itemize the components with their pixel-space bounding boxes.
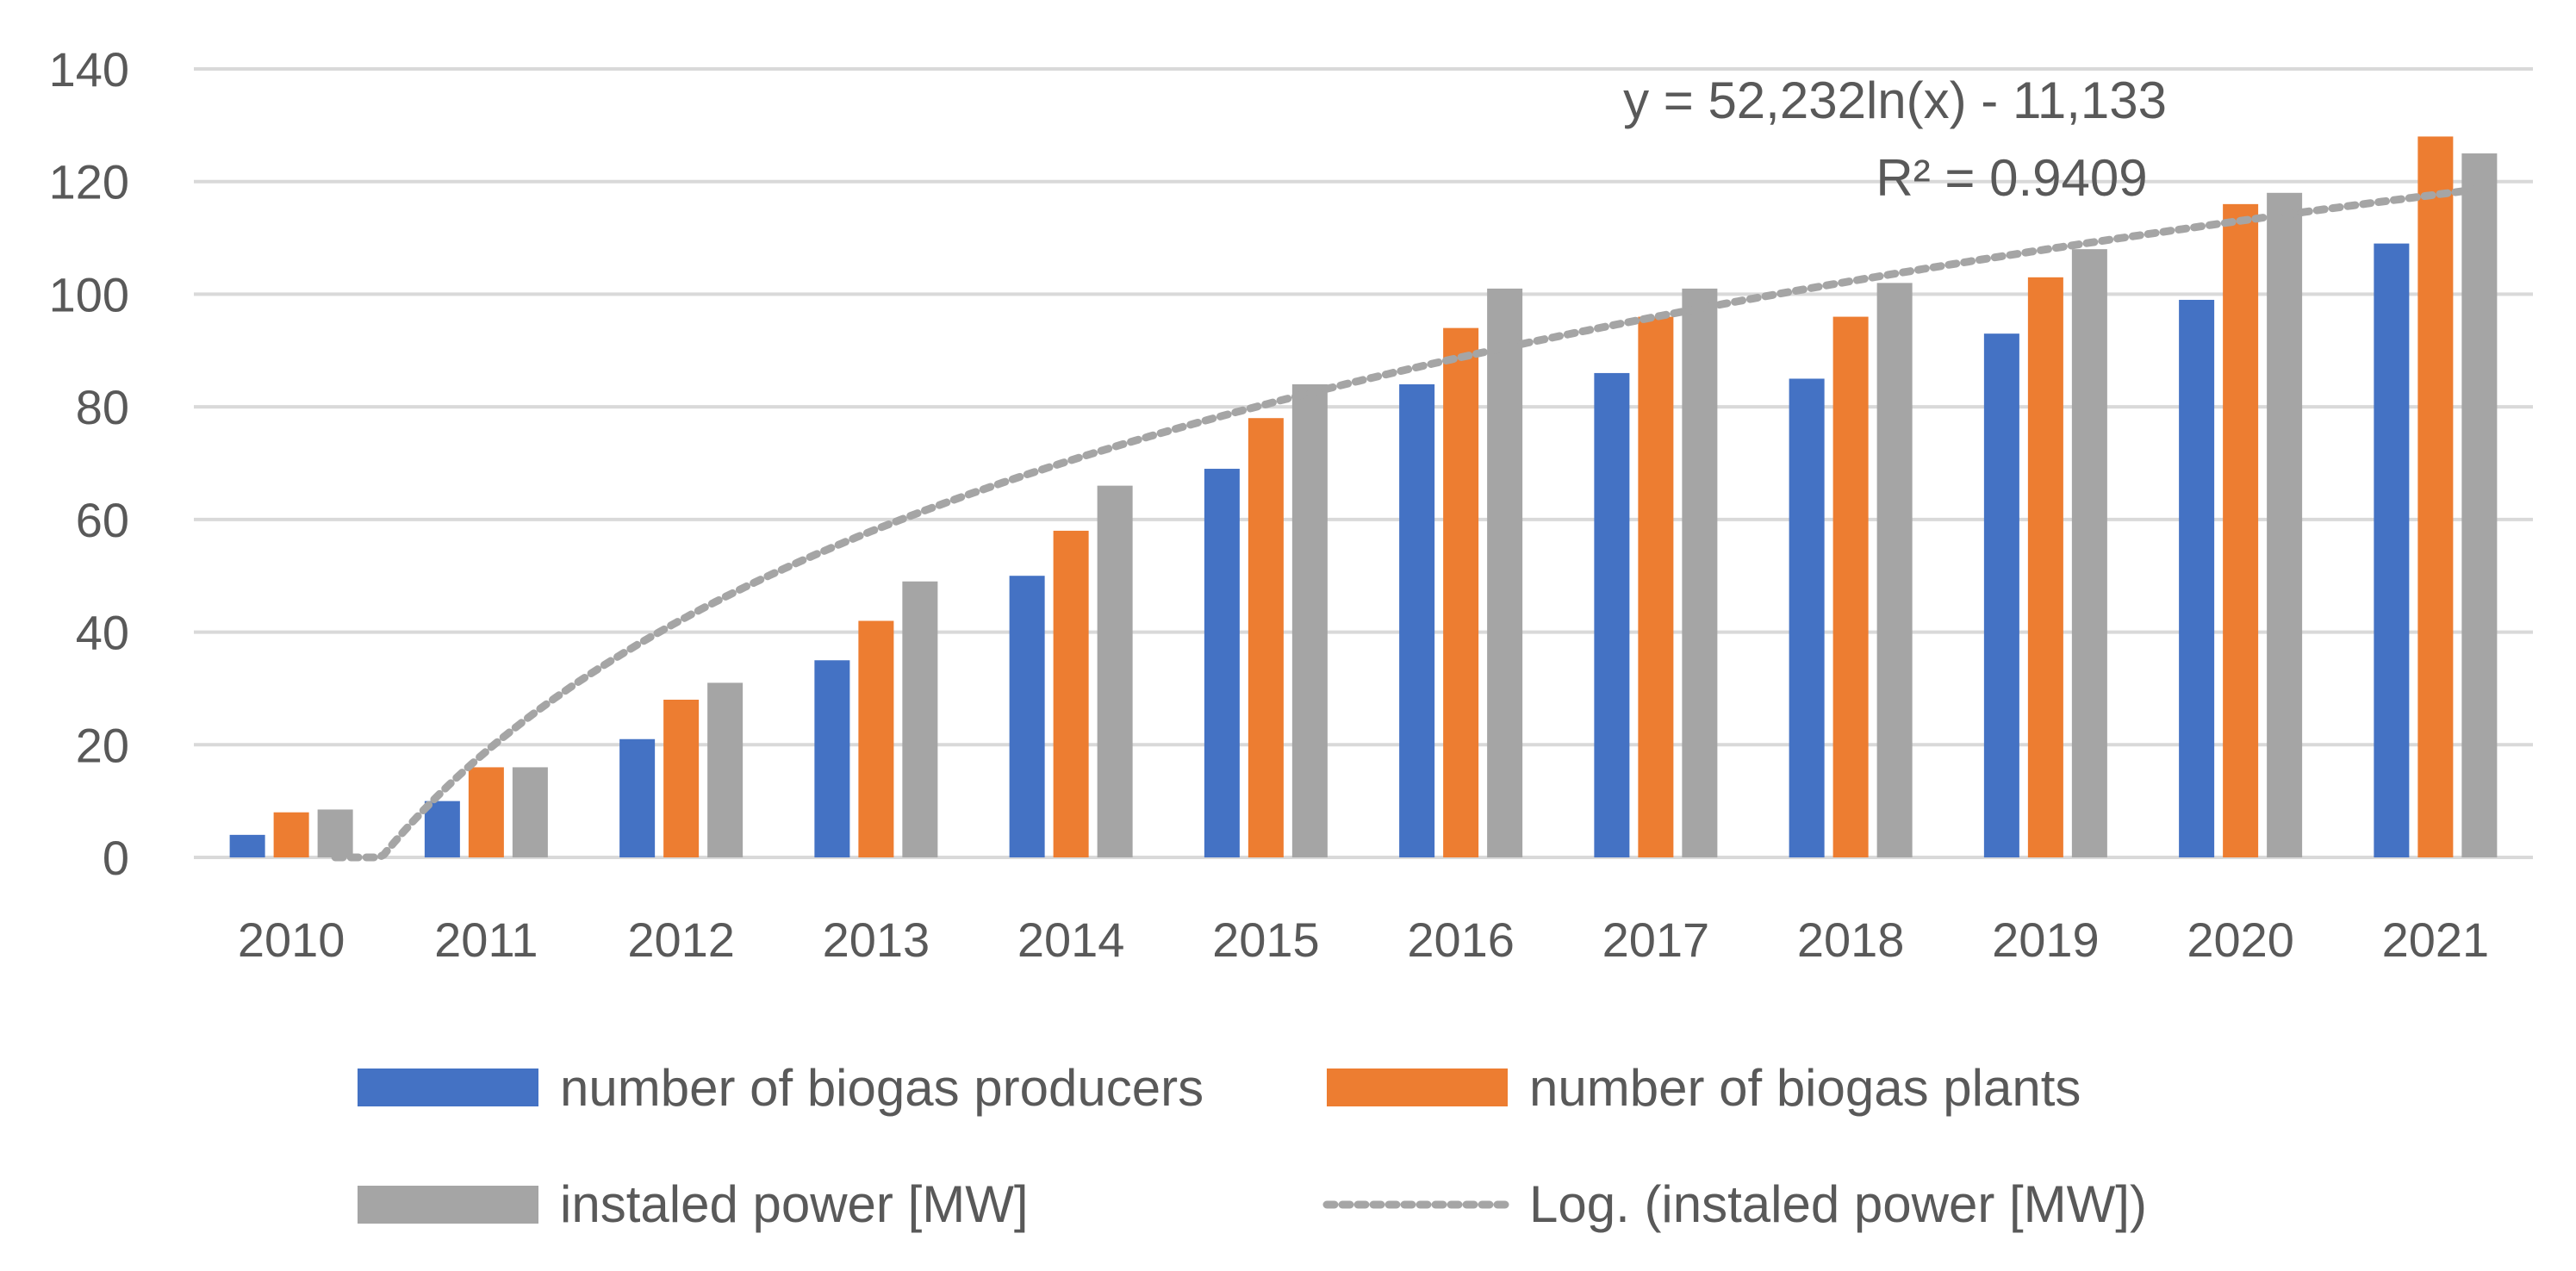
gridlines bbox=[194, 67, 2533, 859]
bar-power-2016 bbox=[1487, 288, 1523, 858]
legend-label-producers: number of biogas producers bbox=[560, 1059, 1204, 1117]
trendline-path bbox=[331, 185, 2484, 862]
x-tick-label: 2014 bbox=[1017, 913, 1125, 967]
bar-power-2013 bbox=[902, 581, 938, 857]
x-tick-label: 2018 bbox=[1797, 913, 1905, 967]
legend: number of biogas producers number of bio… bbox=[358, 1059, 2147, 1233]
bar-power-2020 bbox=[2267, 192, 2303, 858]
bar-power-2019 bbox=[2071, 249, 2107, 858]
y-axis: 0 20 40 60 80 100 120 140 bbox=[49, 42, 129, 885]
legend-swatch-producers bbox=[358, 1069, 538, 1106]
bar-power-2014 bbox=[1097, 485, 1133, 857]
bar-plants-2011 bbox=[468, 767, 504, 857]
legend-label-power: instaled power [MW] bbox=[560, 1175, 1029, 1233]
bar-producers-2019 bbox=[1983, 333, 2019, 857]
legend-label-plants: number of biogas plants bbox=[1529, 1059, 2081, 1117]
bar-plants-2018 bbox=[1832, 316, 1869, 858]
y-tick-label: 40 bbox=[76, 606, 129, 660]
bar-producers-2020 bbox=[2179, 299, 2215, 857]
bar-power-2018 bbox=[1876, 283, 1913, 857]
bar-producers-2016 bbox=[1399, 384, 1435, 857]
y-tick-label: 120 bbox=[49, 155, 129, 209]
bar-producers-2017 bbox=[1594, 372, 1630, 857]
bar-plants-2020 bbox=[2223, 203, 2259, 857]
bar-power-2017 bbox=[1682, 288, 1718, 858]
x-axis: 2010 2011 2012 2013 2014 2015 2016 2017 2018 2019… bbox=[238, 913, 2489, 967]
x-tick-label: 2012 bbox=[627, 913, 735, 967]
legend-swatch-power bbox=[358, 1186, 538, 1224]
legend-swatch-plants bbox=[1327, 1069, 1508, 1106]
bar-producers-2014 bbox=[1009, 576, 1045, 857]
bar-plants-2017 bbox=[1638, 316, 1674, 858]
bar-producers-2015 bbox=[1204, 469, 1240, 857]
y-tick-label: 140 bbox=[49, 42, 129, 97]
y-tick-label: 80 bbox=[76, 380, 129, 434]
legend-label-trendline: Log. (instaled power [MW]) bbox=[1529, 1175, 2147, 1233]
bar-producers-2018 bbox=[1789, 378, 1825, 857]
x-tick-label: 2019 bbox=[1992, 913, 2100, 967]
bars bbox=[229, 136, 2498, 858]
bar-power-2021 bbox=[2461, 153, 2498, 858]
y-tick-label: 20 bbox=[76, 718, 129, 772]
trendline-equation: y = 52,232ln(x) - 11,133 bbox=[1623, 72, 2167, 129]
bar-plants-2012 bbox=[663, 700, 700, 857]
x-tick-label: 2016 bbox=[1407, 913, 1515, 967]
x-tick-label: 2015 bbox=[1212, 913, 1320, 967]
bar-producers-2012 bbox=[619, 738, 656, 857]
bar-producers-2011 bbox=[424, 801, 460, 857]
bar-power-2015 bbox=[1291, 384, 1328, 857]
bar-plants-2014 bbox=[1053, 530, 1089, 857]
x-tick-label: 2021 bbox=[2382, 913, 2490, 967]
trendline bbox=[331, 185, 2484, 862]
bar-plants-2010 bbox=[273, 812, 309, 857]
bar-power-2010 bbox=[317, 809, 353, 857]
bar-plants-2015 bbox=[1248, 418, 1284, 857]
y-tick-label: 60 bbox=[76, 493, 129, 547]
x-tick-label: 2010 bbox=[238, 913, 345, 967]
x-tick-label: 2017 bbox=[1602, 913, 1710, 967]
x-tick-label: 2020 bbox=[2187, 913, 2294, 967]
bar-plants-2019 bbox=[2027, 277, 2063, 858]
bar-plants-2013 bbox=[858, 620, 894, 857]
bar-producers-2021 bbox=[2374, 243, 2410, 857]
bar-producers-2010 bbox=[229, 834, 265, 857]
x-tick-label: 2011 bbox=[434, 913, 538, 967]
bar-power-2011 bbox=[512, 767, 548, 857]
y-tick-label: 0 bbox=[103, 831, 129, 885]
x-tick-label: 2013 bbox=[823, 913, 930, 967]
trendline-r-squared: R² = 0.9409 bbox=[1876, 149, 2147, 207]
bar-producers-2013 bbox=[814, 660, 850, 857]
bar-power-2012 bbox=[707, 682, 744, 857]
y-tick-label: 100 bbox=[49, 267, 129, 321]
bar-plants-2016 bbox=[1443, 327, 1479, 858]
bar-plants-2021 bbox=[2417, 136, 2454, 857]
